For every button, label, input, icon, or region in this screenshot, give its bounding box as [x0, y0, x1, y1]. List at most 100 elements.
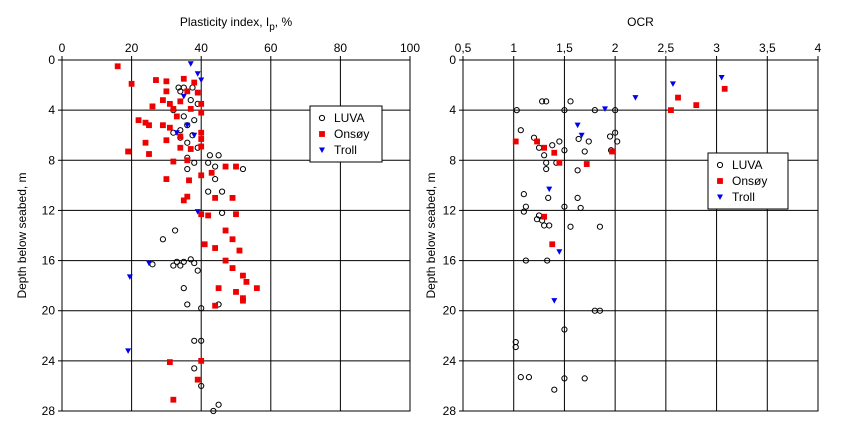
chart-1-series-ons-y-point [170, 158, 177, 165]
chart-1-series-ons-y-point [153, 77, 159, 83]
chart-1-series-ons-y-point [229, 194, 236, 201]
chart-2-series-luva-point [561, 147, 568, 154]
chart-2-xtick-label: 3,5 [759, 41, 776, 55]
chart-1-series-troll-point [146, 260, 152, 267]
chart-1-series-luva-point [205, 188, 212, 195]
chart-2-series-luva-point [561, 107, 568, 114]
chart-1-series-luva-point [198, 382, 205, 390]
chart-1-series-luva-point [191, 117, 198, 124]
chart-1-series-luva-point [239, 165, 247, 173]
chart-1-series-ons-y-point [163, 88, 170, 95]
chart-2-xtick-label: 0,5 [455, 41, 472, 55]
chart-1-series-ons-y-point [205, 212, 212, 219]
chart-2-series-luva-point [530, 134, 538, 141]
chart-2-series-luva-point [561, 203, 568, 210]
chart-2-series-troll-point [669, 81, 676, 87]
chart-1-series-luva-point [194, 267, 201, 274]
chart-2-series-luva-point [561, 375, 568, 382]
chart-1-series-ons-y-point [180, 197, 187, 204]
chart-1-ytick-label: 24 [42, 354, 56, 368]
chart-2-legend: LUVA Onsøy Troll [707, 152, 789, 210]
chart-1-series-ons-y-point [163, 78, 170, 85]
chart-2-series-luva-point [549, 142, 556, 149]
chart-2-ytick-label: 4 [449, 103, 456, 117]
chart-1-legend-marker [318, 114, 326, 122]
chart-1-series-ons-y-point [198, 172, 205, 179]
chart-1-series-ons-y-point [170, 105, 177, 112]
chart-2-series-luva-point [574, 194, 581, 201]
chart-2-series-ons-y-point [668, 107, 674, 114]
chart-2-series-luva-point [591, 107, 598, 114]
chart-1-series-ons-y-point [198, 100, 205, 107]
chart-1-ytick-label: 4 [48, 103, 55, 117]
chart-2-series-luva-point [596, 307, 604, 314]
chart-1-series-luva-point [187, 97, 194, 104]
chart-1-series-ons-y-point [212, 302, 219, 309]
chart-1-series-ons-y-point [194, 376, 201, 383]
chart-1-series-luva-point [206, 152, 213, 159]
chart-1-ytick-label: 20 [42, 304, 56, 318]
chart-1-series-ons-y-point [166, 124, 173, 131]
chart-1-series-luva-point [184, 301, 191, 308]
chart-1-series-luva-point [187, 256, 194, 263]
chart-1-series-troll-point [194, 71, 201, 77]
chart-1-series-luva-point [218, 209, 226, 217]
chart-2-series-luva-point [522, 203, 529, 210]
chart-1-legend-marker [319, 147, 325, 153]
chart-2-legend-label: LUVA [732, 158, 762, 172]
chart-2-series-luva-point [551, 386, 558, 393]
chart-1-series-luva-point [212, 175, 219, 183]
chart-2-series-luva-point [517, 374, 524, 381]
chart-2-xtick-label: 1,5 [556, 41, 573, 55]
chart-1-x-axis-title: Plasticity index, Ip, % [180, 15, 293, 33]
chart-2-xtick-label: 4 [815, 41, 822, 55]
chart-2-series-luva-point [612, 129, 619, 136]
chart-1-series-troll-point [184, 122, 191, 129]
chart-2-series-troll-point [574, 122, 581, 129]
chart-2-ytick-label: 24 [443, 354, 457, 368]
chart-1-series-ons-y-point [236, 247, 243, 254]
chart-2-series-luva-point [574, 167, 581, 174]
chart-2-ytick-label: 16 [443, 254, 457, 268]
chart-2-series-ons-y-point [675, 94, 681, 101]
chart-1-series-luva-point [184, 165, 191, 173]
chart-1-series-ons-y-point [125, 148, 132, 155]
chart-2-series-ons-y-point [609, 148, 615, 155]
chart-2-ytick-label: 12 [443, 203, 457, 217]
chart-2-ytick-label: 20 [443, 304, 457, 318]
chart-2-series-ons-y [512, 85, 728, 248]
chart-1-series-ons-y-point [198, 109, 205, 116]
chart-1-series-ons-y-point [170, 396, 177, 403]
chart-2-series-luva-point [567, 98, 574, 105]
chart-1-series-ons-y [114, 63, 260, 403]
chart-1-series-troll-point [125, 348, 132, 354]
chart-1-series-ons-y-point [184, 157, 191, 164]
chart-2-series-troll-point [578, 132, 585, 139]
chart-1-ytick-label: 0 [48, 53, 55, 67]
chart-2-series-luva-point [614, 138, 621, 145]
chart-1-series-ons-y-point [253, 285, 260, 292]
chart-1-series-ons-y-point [212, 194, 219, 201]
chart-1-series-ons-y-point [146, 151, 152, 157]
chart-1-series-luva-point [159, 236, 167, 243]
chart-2-xtick-label: 1 [510, 41, 517, 55]
chart-1-series-luva-point [180, 84, 187, 91]
chart-2-y-axis-title: Depth below seabed, m [424, 172, 438, 298]
chart-2-series-ons-y-point [721, 85, 728, 92]
chart-2-series-luva-point [543, 159, 550, 166]
chart-1-y-axis-title: Depth below seabed, m [15, 172, 29, 298]
chart-1-series-ons-y-point [198, 357, 205, 364]
chart-1-series-ons-y-point [163, 137, 170, 144]
chart-1-series-troll-point [191, 132, 198, 139]
chart-1-series-ons-y-point [177, 144, 184, 151]
chart-2-xtick-label: 2 [612, 41, 619, 55]
chart-2-series-luva-point [512, 343, 519, 351]
chart-2-series-luva-point [520, 191, 527, 198]
chart-2-series-luva-point [546, 222, 553, 229]
chart-2-series-luva-point [612, 107, 619, 114]
chart-1-series-ons-y-point [215, 285, 222, 292]
chart-1-series-ons-y-point [240, 272, 246, 279]
chart-1-legend-label: LUVA [334, 111, 364, 125]
chart-2-series-luva-point [556, 138, 563, 145]
